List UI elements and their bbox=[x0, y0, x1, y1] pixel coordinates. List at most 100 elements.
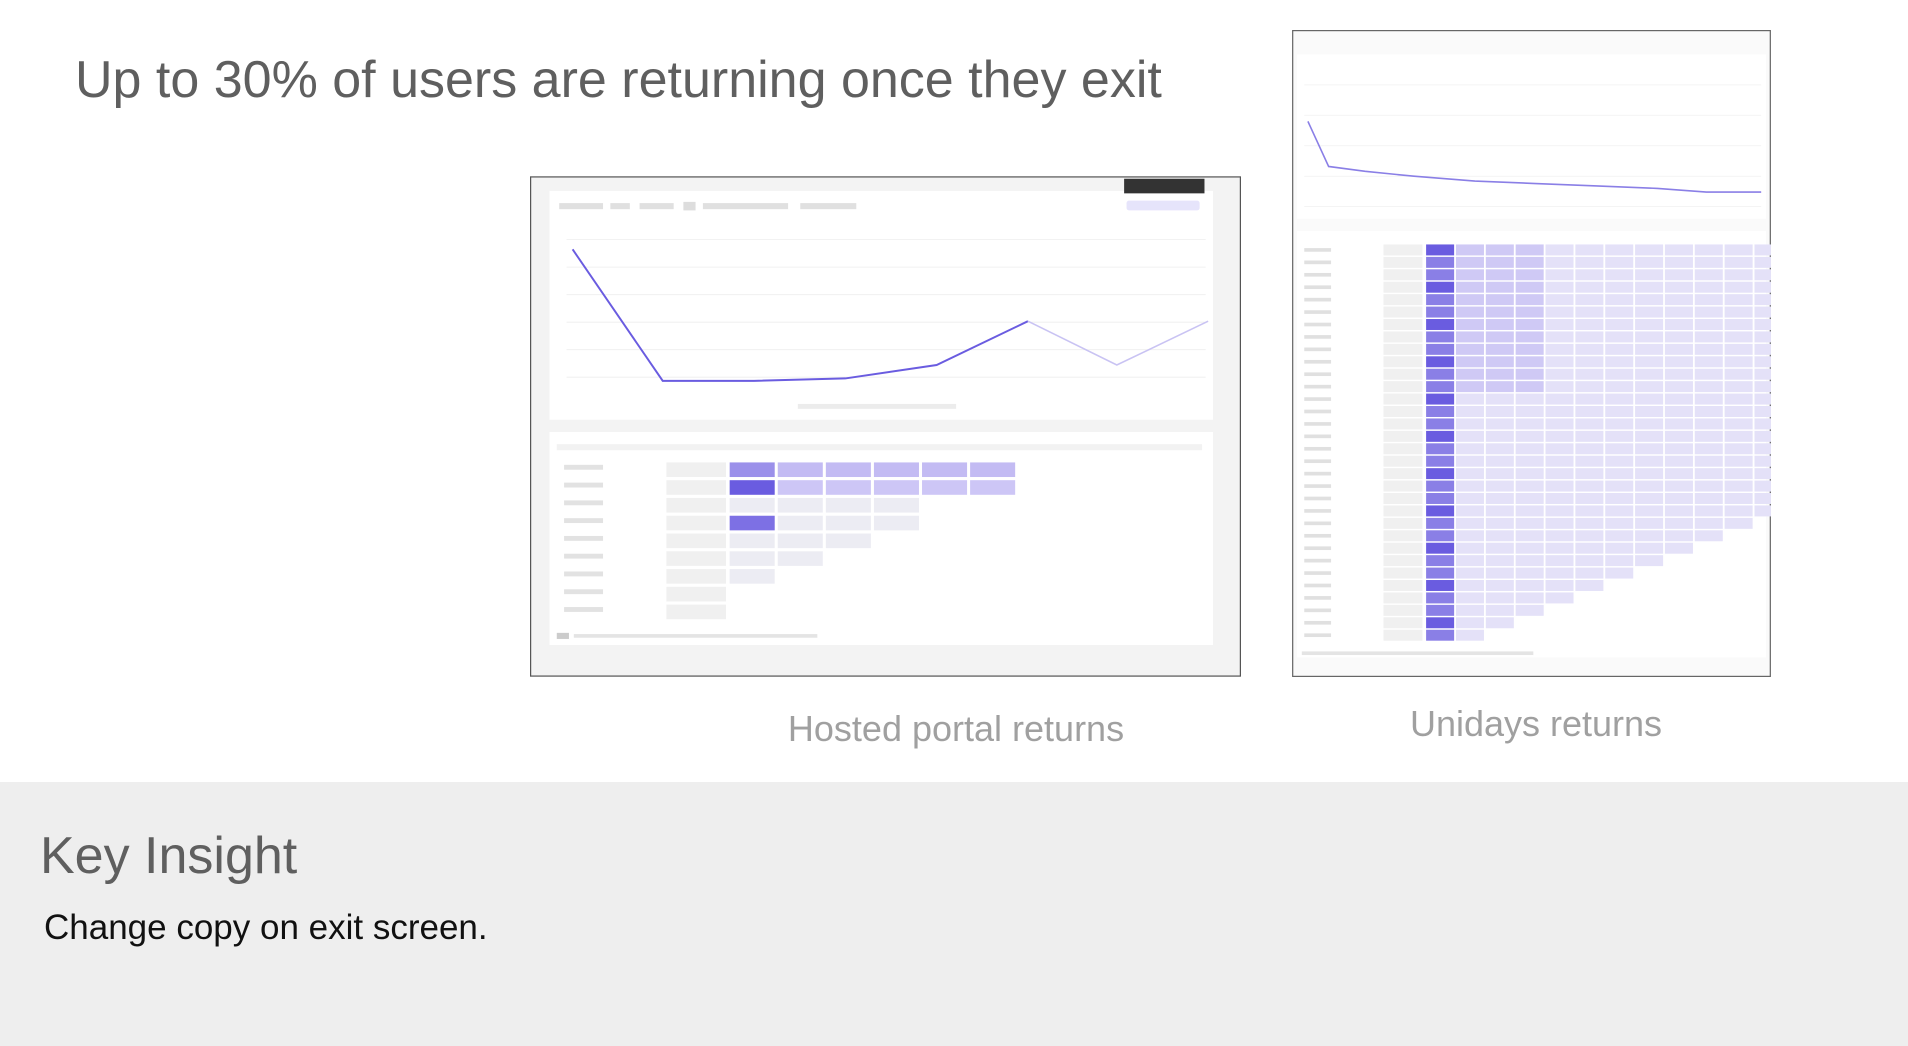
total-cell bbox=[1383, 517, 1423, 529]
heat-cell bbox=[1455, 368, 1484, 380]
heat-cell bbox=[729, 480, 775, 495]
row-label bbox=[1304, 496, 1332, 501]
total-cell bbox=[1383, 480, 1423, 492]
heat-cell bbox=[1664, 256, 1693, 268]
heat-cell bbox=[1635, 517, 1664, 529]
heat-cell bbox=[1664, 331, 1693, 343]
heat-cell bbox=[1485, 604, 1514, 616]
total-cell bbox=[666, 604, 727, 620]
heat-cell bbox=[1694, 343, 1723, 355]
heat-cell bbox=[1515, 406, 1544, 417]
heat-cell bbox=[777, 480, 823, 495]
heat-cell bbox=[1605, 281, 1634, 293]
heat-cell bbox=[1635, 505, 1664, 517]
row-label bbox=[1304, 620, 1332, 625]
row-label bbox=[564, 500, 604, 506]
heat-cell bbox=[1694, 244, 1723, 256]
heat-cell bbox=[1426, 493, 1455, 504]
heat-cell bbox=[1664, 505, 1693, 517]
heat-cell bbox=[1426, 281, 1455, 293]
heat-cell bbox=[1455, 306, 1484, 318]
heat-cell bbox=[1515, 393, 1544, 405]
heat-cell bbox=[1575, 368, 1604, 380]
row-label bbox=[1304, 521, 1332, 526]
total-cell bbox=[1383, 443, 1423, 455]
heat-cell bbox=[1605, 331, 1634, 343]
heat-cell bbox=[1575, 555, 1604, 567]
row-label bbox=[564, 553, 604, 559]
heat-cell bbox=[1545, 343, 1574, 355]
total-cell bbox=[1383, 468, 1423, 480]
heat-cell bbox=[1724, 256, 1753, 268]
heat-cell bbox=[1426, 306, 1455, 318]
heat-cell bbox=[1605, 244, 1634, 256]
heat-cell bbox=[1635, 244, 1664, 256]
heat-cell bbox=[1605, 368, 1634, 380]
total-cell bbox=[1383, 269, 1423, 281]
heat-cell bbox=[970, 462, 1016, 478]
heat-cell bbox=[1754, 493, 1771, 504]
heat-cell bbox=[1635, 356, 1664, 368]
heat-cell bbox=[1754, 455, 1771, 467]
heat-cell bbox=[1575, 356, 1604, 368]
total-cell bbox=[1383, 368, 1423, 380]
heat-cell bbox=[1635, 455, 1664, 467]
heat-cell bbox=[1724, 443, 1753, 455]
heat-cell bbox=[1455, 430, 1484, 442]
row-label bbox=[1304, 571, 1332, 575]
row-label bbox=[1304, 459, 1332, 464]
heat-cell bbox=[1545, 368, 1574, 380]
row-label bbox=[1304, 409, 1332, 414]
heat-cell bbox=[1426, 418, 1455, 430]
row-label bbox=[1304, 372, 1332, 377]
heat-cell bbox=[1455, 592, 1484, 604]
heat-cell bbox=[1605, 493, 1634, 504]
row-label bbox=[564, 571, 604, 577]
row-label bbox=[1304, 335, 1332, 339]
row-label bbox=[1304, 558, 1332, 563]
heat-cell bbox=[1545, 555, 1574, 567]
heat-cell bbox=[777, 462, 823, 478]
heat-cell bbox=[1754, 319, 1771, 330]
row-label bbox=[1304, 596, 1332, 600]
heat-cell bbox=[1485, 269, 1514, 281]
heat-cell bbox=[1754, 331, 1771, 343]
heat-cell bbox=[1605, 356, 1634, 368]
heat-cell bbox=[1635, 256, 1664, 268]
screenshot-hosted-portal bbox=[530, 176, 1241, 677]
heat-cell bbox=[1754, 505, 1771, 517]
heat-cell bbox=[1605, 406, 1634, 417]
heat-cell bbox=[1575, 331, 1604, 343]
heat-cell bbox=[1724, 418, 1753, 430]
heat-cell bbox=[777, 515, 823, 531]
heat-cell bbox=[970, 480, 1016, 495]
footer-text bbox=[1301, 651, 1534, 656]
heat-cell bbox=[1605, 393, 1634, 405]
heat-cell bbox=[777, 533, 823, 549]
heat-cell bbox=[922, 462, 968, 478]
heat-cell bbox=[1605, 306, 1634, 318]
heat-cell bbox=[1694, 418, 1723, 430]
row-label bbox=[1304, 248, 1332, 252]
heat-cell bbox=[1545, 468, 1574, 480]
heat-cell bbox=[1694, 480, 1723, 492]
heat-cell bbox=[1545, 269, 1574, 281]
total-cell bbox=[1383, 505, 1423, 517]
heat-cell bbox=[1545, 592, 1574, 604]
heat-cell bbox=[1515, 505, 1544, 517]
heat-cell bbox=[1455, 480, 1484, 492]
heat-cell bbox=[1635, 393, 1664, 405]
heat-cell bbox=[1754, 381, 1771, 393]
heat-cell bbox=[1575, 517, 1604, 529]
retention-line-partial bbox=[1027, 320, 1209, 366]
heat-cell bbox=[1635, 468, 1664, 480]
heat-cell bbox=[1515, 418, 1544, 430]
heat-cell bbox=[1515, 455, 1544, 467]
heat-cell bbox=[1635, 443, 1664, 455]
total-cell bbox=[1383, 319, 1423, 330]
heat-cell bbox=[1455, 269, 1484, 281]
heat-cell bbox=[1724, 505, 1753, 517]
heat-cell bbox=[1455, 505, 1484, 517]
heat-cell bbox=[1485, 468, 1514, 480]
heat-cell bbox=[1724, 406, 1753, 417]
